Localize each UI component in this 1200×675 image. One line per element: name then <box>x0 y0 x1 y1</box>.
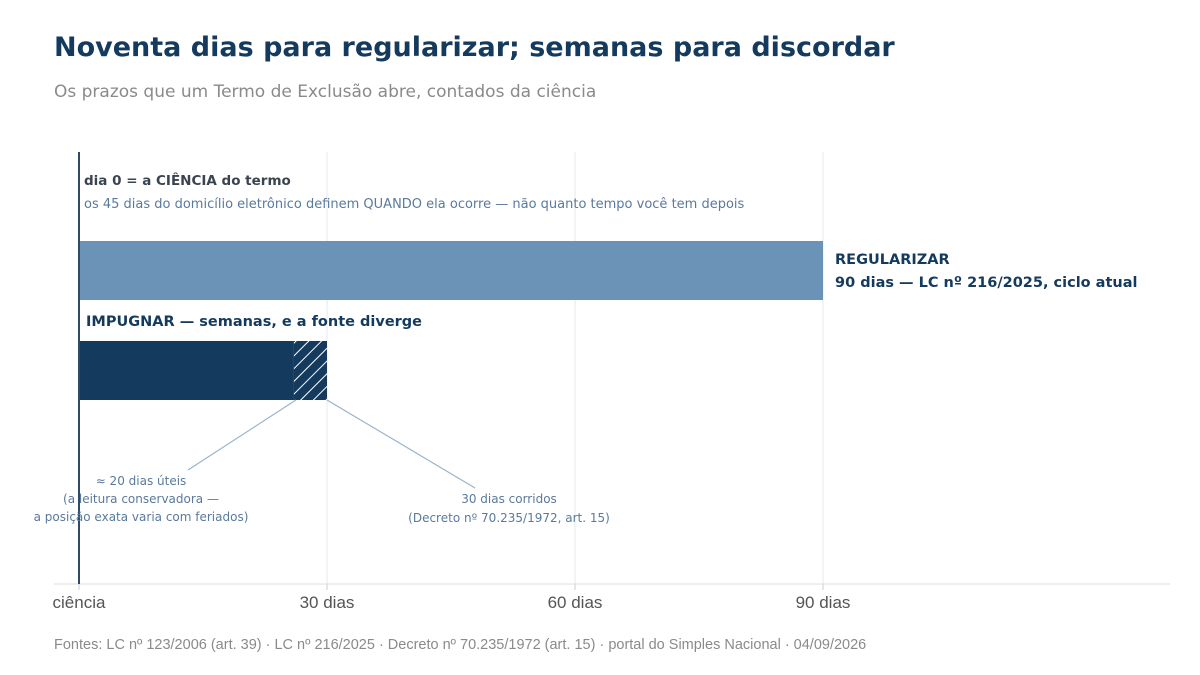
regularizar-label-title: REGULARIZAR <box>835 252 950 268</box>
day0-annotation-note: os 45 dias do domicílio eletrônico defin… <box>84 197 745 212</box>
impugnar-label: IMPUGNAR — semanas, e a fonte diverge <box>86 314 422 330</box>
chart-title: Noventa dias para regularizar; semanas p… <box>54 32 895 63</box>
x-tick-label: ciência <box>53 593 106 612</box>
x-tick-label: 30 dias <box>300 593 355 612</box>
callout-uteis-line: (a leitura conservadora — <box>63 492 219 506</box>
sources-footer: Fontes: LC nº 123/2006 (art. 39) · LC nº… <box>54 637 867 653</box>
callout-corridos-line: 30 dias corridos <box>461 492 557 506</box>
x-tick-label: 90 dias <box>796 593 851 612</box>
chart-subtitle: Os prazos que um Termo de Exclusão abre,… <box>54 82 597 102</box>
regularizar-label-detail: 90 dias — LC nº 216/2025, ciclo atual <box>835 275 1137 291</box>
leader-uteis <box>187 399 297 471</box>
x-tick-label: 60 dias <box>548 593 603 612</box>
bar-impugnar-solid <box>79 341 294 400</box>
bar-regularizar <box>79 241 823 300</box>
bar-impugnar-uncertain <box>293 341 327 400</box>
day0-annotation-title: dia 0 = a CIÊNCIA do termo <box>84 172 291 189</box>
callout-corridos-line: (Decreto nº 70.235/1972, art. 15) <box>408 511 610 525</box>
leader-corridos <box>326 399 476 489</box>
callout-uteis-line: ≈ 20 dias úteis <box>96 474 187 488</box>
callout-uteis-line: a posição exata varia com feriados) <box>34 510 249 524</box>
